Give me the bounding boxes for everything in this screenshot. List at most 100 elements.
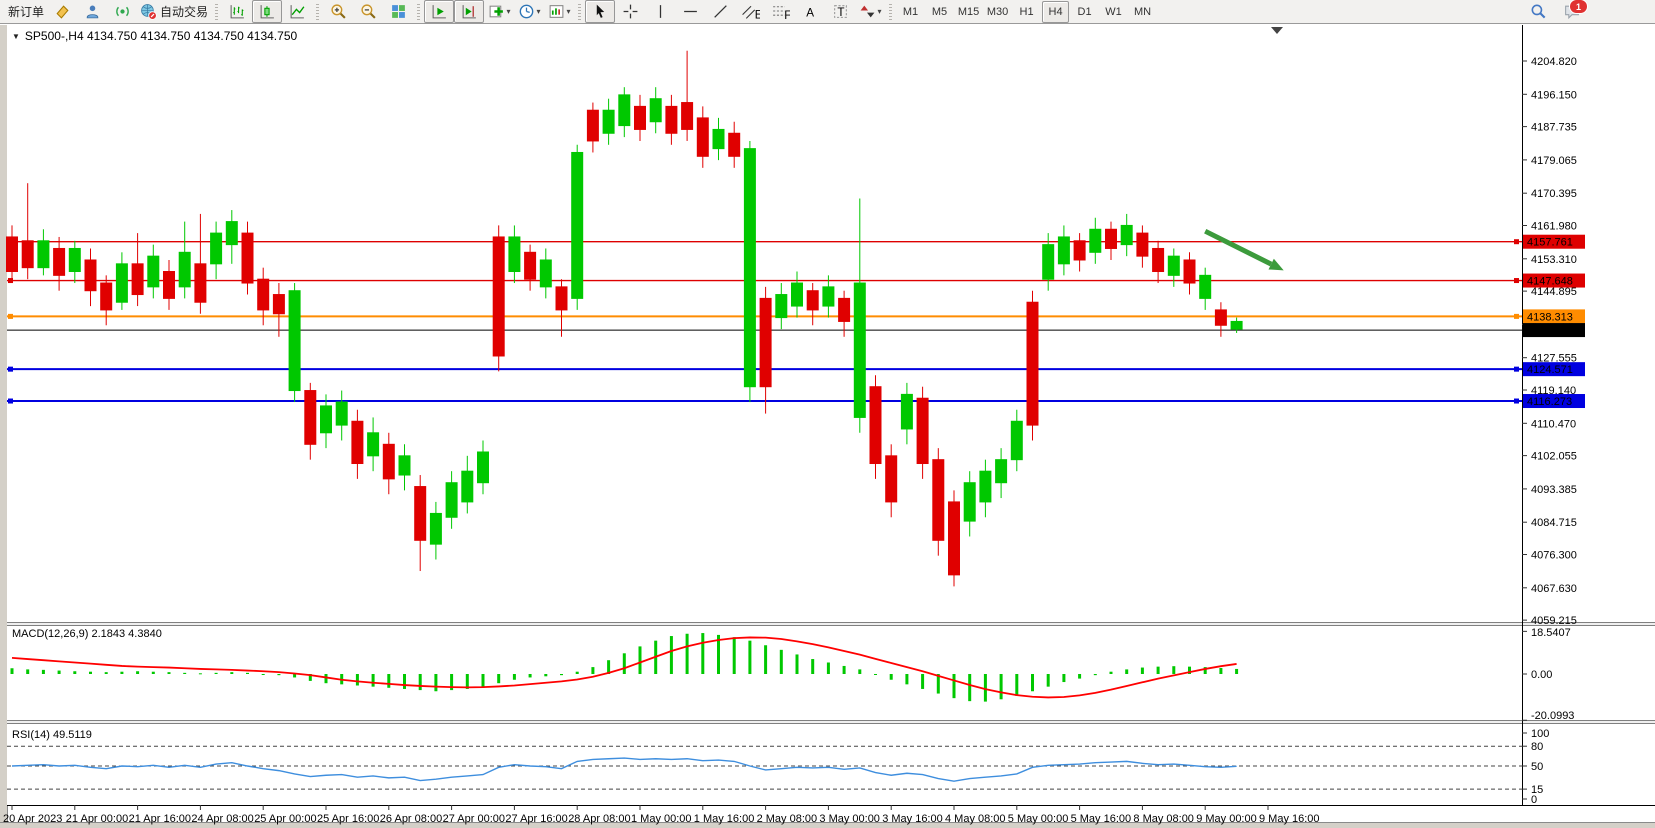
window-frame-bottom — [0, 822, 1655, 828]
macd-histogram-bar — [1109, 671, 1113, 674]
templates-icon[interactable]: ▾ — [544, 0, 574, 23]
timeframe-m1-button[interactable]: M1 — [902, 5, 919, 18]
macd-histogram-bar — [983, 674, 987, 702]
autotrading-button[interactable]: 自动交易 — [137, 0, 211, 23]
timeframe-h4-button[interactable]: H4 — [1042, 0, 1070, 23]
trend-arrow[interactable] — [1204, 228, 1273, 267]
candle — [1026, 301, 1039, 426]
timeframe-mn-button[interactable]: MN — [1133, 5, 1152, 18]
macd-histogram-bar — [1219, 668, 1223, 674]
horizontal-line-icon[interactable] — [675, 0, 705, 23]
new-order-button[interactable]: 新订单 — [2, 0, 47, 23]
price-tick-label: 4067.630 — [1531, 583, 1577, 595]
zoom-in-icon[interactable] — [323, 0, 353, 23]
chart-shift-marker[interactable] — [1271, 27, 1283, 34]
price-level-badge-label: 4124.571 — [1527, 364, 1573, 376]
macd-histogram-bar — [732, 637, 736, 674]
arrows-icon[interactable]: ▾ — [855, 0, 885, 23]
macd-histogram-bar — [607, 660, 611, 674]
time-tick-label: 8 May 08:00 — [1133, 813, 1194, 825]
price-level-badge — [1523, 234, 1585, 249]
cursor-icon[interactable] — [585, 0, 616, 23]
indicators-dropdown-icon[interactable]: ▾ — [506, 7, 511, 16]
macd-histogram-bar — [905, 674, 909, 685]
templates-dropdown-icon[interactable]: ▾ — [566, 7, 571, 16]
vertical-line-icon[interactable] — [645, 0, 675, 23]
level-handle[interactable] — [1514, 278, 1519, 284]
equidistant-channel-icon[interactable]: E — [735, 0, 765, 23]
candle — [414, 486, 427, 541]
chart-shift-icon[interactable] — [454, 0, 485, 23]
macd-histogram-bar — [889, 674, 893, 680]
periods-icon[interactable]: ▾ — [514, 0, 544, 23]
level-handle[interactable] — [8, 278, 13, 284]
macd-histogram-bar — [1172, 666, 1176, 674]
candle — [681, 102, 694, 130]
candle — [398, 455, 411, 476]
search-icon[interactable] — [1523, 0, 1553, 23]
fibonacci-icon[interactable]: F — [765, 0, 795, 23]
macd-histogram-bar — [1078, 674, 1082, 679]
crosshair-icon[interactable] — [615, 0, 645, 23]
tile-windows-icon[interactable] — [383, 0, 413, 23]
macd-histogram-bar — [1203, 667, 1207, 674]
macd-histogram-bar — [57, 670, 61, 674]
candle — [288, 290, 301, 392]
level-handle[interactable] — [8, 398, 13, 404]
text-label-icon[interactable]: T — [825, 0, 855, 23]
timeframe-m15-button[interactable]: M15 — [957, 5, 980, 18]
candle — [869, 386, 882, 465]
timeframe-d1-button[interactable]: D1 — [1077, 5, 1092, 18]
price-tick-label: 4076.300 — [1531, 550, 1577, 562]
price-tick-label: 4059.215 — [1531, 615, 1577, 627]
price-tick-label: 4196.150 — [1531, 89, 1577, 101]
macd-histogram-bar — [293, 674, 297, 678]
candle — [634, 105, 646, 130]
timeframe-m30-button[interactable]: M30 — [986, 5, 1009, 18]
candle — [775, 294, 788, 319]
price-level-badge — [1523, 309, 1585, 324]
level-handle[interactable] — [1514, 366, 1519, 372]
panel-splitter[interactable] — [7, 623, 1655, 625]
time-tick-label: 26 Apr 08:00 — [380, 813, 442, 825]
signal-icon[interactable] — [107, 0, 137, 23]
auto-scroll-icon[interactable] — [424, 0, 455, 23]
level-handle[interactable] — [1514, 313, 1519, 319]
timeframe-m5-button[interactable]: M5 — [931, 5, 948, 18]
candle — [728, 132, 741, 157]
timeframe-h1-button[interactable]: H1 — [1019, 5, 1034, 18]
arrows-dropdown-icon[interactable]: ▾ — [877, 7, 882, 16]
price-level-badge-label: 4147.648 — [1527, 276, 1573, 288]
notifications-button[interactable]: 1 — [1563, 0, 1588, 20]
macd-histogram-bar — [324, 674, 328, 684]
market-watch-icon[interactable] — [77, 0, 107, 23]
chart-menu-icon[interactable]: ▼ — [12, 31, 20, 41]
bar-chart-mode-icon[interactable] — [222, 0, 252, 23]
level-handle[interactable] — [1514, 398, 1519, 404]
trendline-icon[interactable] — [705, 0, 735, 23]
level-handle[interactable] — [1514, 239, 1519, 245]
level-handle[interactable] — [8, 313, 13, 319]
candle — [618, 94, 631, 127]
macd-histogram-bar — [717, 634, 720, 674]
macd-histogram-bar — [497, 674, 501, 684]
price-level-badge — [1523, 323, 1585, 338]
macd-histogram-bar — [73, 671, 77, 674]
text-icon[interactable]: A — [795, 0, 825, 23]
periods-dropdown-icon[interactable]: ▾ — [536, 7, 541, 16]
macd-histogram-bar — [434, 674, 438, 692]
panel-splitter[interactable] — [7, 721, 1655, 723]
macd-histogram-bar — [261, 674, 265, 675]
candle — [932, 459, 945, 541]
trend-arrow-head[interactable] — [1268, 258, 1284, 271]
level-handle[interactable] — [8, 366, 13, 372]
macd-histogram-bar — [701, 633, 705, 674]
timeframe-w1-button[interactable]: W1 — [1105, 5, 1122, 18]
indicators-icon[interactable]: ▾ — [484, 0, 514, 23]
candle — [665, 105, 678, 134]
line-chart-mode-icon[interactable] — [282, 0, 312, 23]
candle — [68, 247, 81, 273]
chart-profile-icon[interactable] — [47, 0, 77, 23]
zoom-out-icon[interactable] — [353, 0, 383, 23]
candlestick-mode-icon[interactable] — [252, 0, 283, 23]
